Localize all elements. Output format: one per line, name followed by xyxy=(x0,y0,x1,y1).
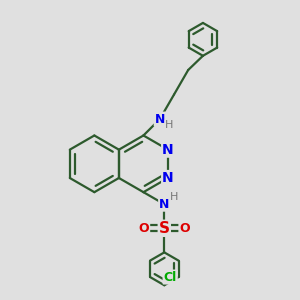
Text: Cl: Cl xyxy=(164,271,177,284)
Text: H: H xyxy=(165,120,174,130)
Text: O: O xyxy=(139,222,149,235)
Text: N: N xyxy=(162,143,174,157)
Text: H: H xyxy=(170,192,178,202)
Text: N: N xyxy=(155,112,165,126)
Text: O: O xyxy=(179,222,190,235)
Text: N: N xyxy=(159,198,169,211)
Text: S: S xyxy=(159,221,170,236)
Text: N: N xyxy=(162,171,174,185)
